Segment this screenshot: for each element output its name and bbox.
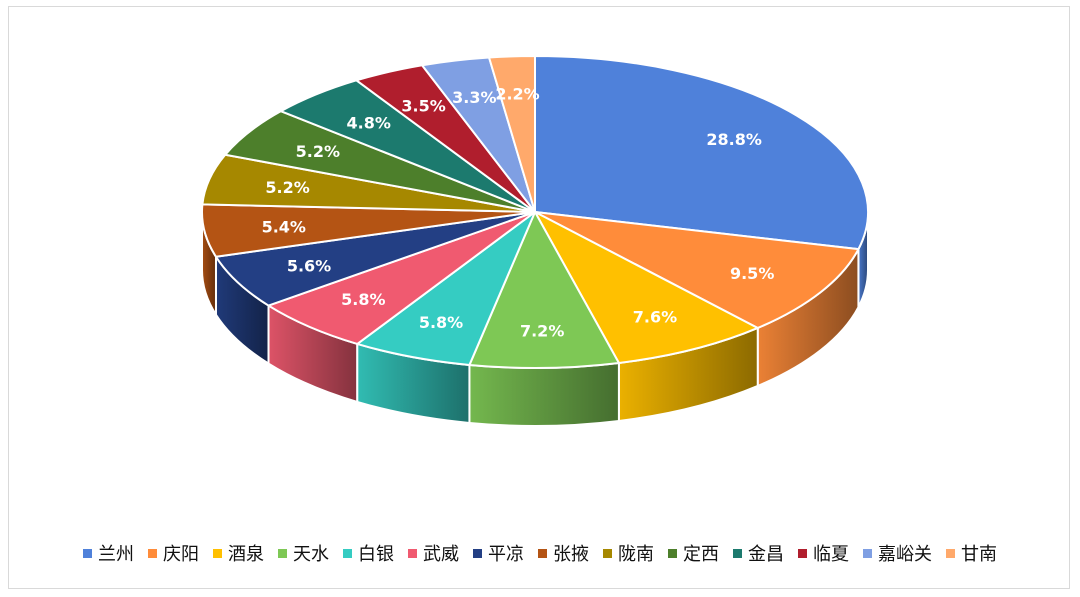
- legend-item: 金昌: [733, 540, 784, 566]
- legend-item: 定西: [668, 540, 719, 566]
- data-label: 9.5%: [730, 264, 774, 283]
- legend-item: 甘南: [946, 540, 997, 566]
- legend-swatch: [213, 548, 222, 558]
- legend-item: 白银: [343, 540, 394, 566]
- data-label: 5.2%: [296, 142, 340, 161]
- legend-item: 庆阳: [148, 540, 199, 566]
- legend-swatch: [538, 548, 547, 558]
- legend-swatch: [408, 548, 417, 558]
- pie-slice-天水: [468, 211, 620, 369]
- chart-legend: 兰州 庆阳 酒泉 天水 白银 武威 平凉 张掖 陇南 定西 金昌 临夏 嘉峪关 甘南: [0, 540, 1080, 566]
- data-label: 5.8%: [419, 313, 463, 332]
- pie-chart: 28.8% 9.5% 7.6% 7.2% 5.8% 5.8% 5.6% 5.4% 5.2% 5.2…: [201, 55, 869, 427]
- legend-swatch: [343, 548, 352, 558]
- legend-item: 平凉: [473, 540, 524, 566]
- data-label: 28.8%: [706, 130, 762, 149]
- data-label: 5.8%: [341, 290, 385, 309]
- data-label: 7.2%: [520, 322, 564, 341]
- data-label: 4.8%: [347, 114, 391, 133]
- legend-label: 武威: [423, 544, 459, 565]
- legend-swatch: [148, 548, 157, 558]
- pie-slice-甘南: [488, 55, 536, 213]
- legend-item: 陇南: [603, 540, 654, 566]
- legend-swatch: [603, 548, 612, 558]
- legend-item: 嘉峪关: [863, 540, 932, 566]
- pie-slice-庆阳: [534, 211, 860, 329]
- legend-label: 张掖: [553, 544, 589, 565]
- legend-swatch: [278, 548, 287, 558]
- data-label: 5.4%: [262, 217, 306, 236]
- pie-slice-酒泉: [534, 211, 759, 364]
- legend-item: 兰州: [83, 540, 134, 566]
- legend-label: 酒泉: [228, 544, 264, 565]
- legend-item: 武威: [408, 540, 459, 566]
- legend-label: 嘉峪关: [878, 544, 932, 565]
- legend-swatch: [946, 548, 955, 558]
- pie-side-天水: [468, 361, 620, 427]
- legend-swatch: [83, 548, 92, 558]
- legend-label: 甘南: [961, 544, 997, 565]
- legend-item: 酒泉: [213, 540, 264, 566]
- legend-swatch: [473, 548, 482, 558]
- data-label: 7.6%: [633, 307, 677, 326]
- legend-label: 庆阳: [163, 544, 199, 565]
- legend-label: 陇南: [618, 544, 654, 565]
- data-label: 3.5%: [401, 97, 445, 116]
- legend-swatch: [733, 548, 742, 558]
- legend-label: 临夏: [813, 544, 849, 565]
- legend-label: 平凉: [488, 544, 524, 565]
- legend-item: 临夏: [798, 540, 849, 566]
- legend-swatch: [798, 548, 807, 558]
- legend-label: 白银: [358, 544, 394, 565]
- legend-label: 金昌: [748, 544, 784, 565]
- legend-item: 天水: [278, 540, 329, 566]
- legend-swatch: [863, 548, 872, 558]
- pie-slice-兰州: [534, 55, 869, 251]
- data-label: 3.3%: [452, 88, 496, 107]
- legend-swatch: [668, 548, 677, 558]
- data-label: 2.2%: [495, 85, 539, 104]
- data-label: 5.2%: [265, 178, 309, 197]
- legend-label: 兰州: [98, 544, 134, 565]
- data-label: 5.6%: [287, 256, 331, 275]
- legend-label: 天水: [293, 544, 329, 565]
- legend-item: 张掖: [538, 540, 589, 566]
- legend-label: 定西: [683, 544, 719, 565]
